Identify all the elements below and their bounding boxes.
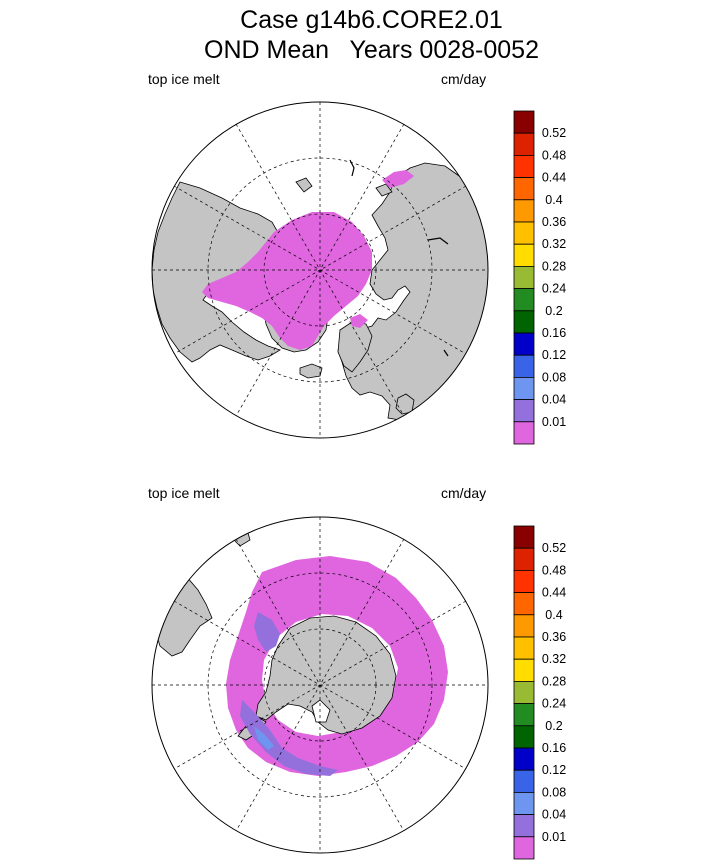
north-labelbar-box-11 [513, 177, 535, 201]
panel1-variable-label: top ice melt [148, 71, 220, 87]
north-labelbar-box-2 [513, 376, 535, 400]
south-ross-shelf [311, 699, 331, 723]
south-labelbar-box-14 [513, 525, 535, 549]
north-labelbar-box-3 [513, 354, 535, 378]
south-labelbar-tick-7: 0.28 [542, 674, 566, 688]
north-map-border [151, 101, 489, 439]
north-land-group [152, 159, 488, 421]
south-labelbar-tick-4: 0.16 [542, 741, 566, 755]
north-labelbar-box-4 [513, 332, 535, 356]
south-labelbar-tick-10: 0.4 [545, 608, 562, 622]
south-labelbar-box-9 [513, 636, 535, 660]
south-labelbar-tick-13: 0.52 [542, 541, 566, 555]
north-labelbar-tick-1: 0.04 [542, 393, 566, 407]
north-island-2 [375, 183, 393, 197]
panel1-units-label: cm/day [441, 71, 487, 87]
north-labelbar-box-1 [513, 399, 535, 423]
panel2-variable-label: top ice melt [148, 485, 220, 501]
north-labelbar-tick-13: 0.52 [542, 126, 566, 140]
north-labelbar-box-13 [513, 132, 535, 156]
north-labelbar-tick-0: 0.01 [542, 415, 566, 429]
south-labelbar-tick-9: 0.36 [542, 630, 566, 644]
south-labelbar-box-1 [513, 814, 535, 838]
south-labelbar-box-8 [513, 658, 535, 682]
south-labelbar: 0.52 0.48 0.44 0.4 0.36 0.32 0.28 0.24 0.2 0.16 0.… [513, 525, 566, 860]
south-labelbar-tick-5: 0.2 [545, 719, 562, 733]
south-labelbar-box-6 [513, 703, 535, 727]
south-labelbar-tick-2: 0.08 [542, 785, 566, 799]
north-labelbar-tick-5: 0.2 [545, 304, 562, 318]
south-melt-patch-08 [254, 726, 274, 750]
south-labelbar-box-3 [513, 769, 535, 793]
south-labelbar-box-5 [513, 725, 535, 749]
north-lake-2 [443, 349, 449, 357]
north-labelbar-tick-3: 0.12 [542, 348, 566, 362]
north-labelbar-box-12 [513, 154, 535, 178]
north-polar-map [151, 101, 489, 439]
north-island-1 [295, 177, 313, 193]
south-labelbar-box-4 [513, 747, 535, 771]
north-labelbar-box-6 [513, 288, 535, 312]
north-labelbar-box-10 [513, 199, 535, 223]
north-labelbar-box-8 [513, 243, 535, 267]
south-labelbar-box-10 [513, 614, 535, 638]
north-labelbar-box-7 [513, 265, 535, 289]
north-labelbar-tick-9: 0.36 [542, 215, 566, 229]
south-labelbar-tick-11: 0.44 [542, 586, 566, 600]
north-labelbar-box-14 [513, 110, 535, 134]
north-labelbar-tick-12: 0.48 [542, 148, 566, 162]
south-labelbar-box-11 [513, 592, 535, 616]
north-lake-1 [427, 237, 449, 245]
north-labelbar-box-0 [513, 421, 535, 445]
south-labelbar-box-12 [513, 570, 535, 594]
chart-title-line-1: Case g14b6.CORE2.01 [240, 6, 503, 34]
north-labelbar-tick-6: 0.24 [542, 282, 566, 296]
south-labelbar-tick-12: 0.48 [542, 563, 566, 577]
south-labelbar-tick-1: 0.04 [542, 808, 566, 822]
panel2-units-label: cm/day [441, 485, 487, 501]
north-labelbar: 0.52 0.48 0.44 0.4 0.36 0.32 0.28 0.24 0.2 0.16 0.… [513, 110, 566, 445]
north-melt-field [202, 170, 414, 350]
north-labelbar-box-5 [513, 310, 535, 334]
north-graticule [152, 102, 488, 438]
north-labelbar-tick-4: 0.16 [542, 326, 566, 340]
south-labelbar-tick-3: 0.12 [542, 763, 566, 777]
south-polar-map [151, 516, 489, 854]
south-labelbar-box-2 [513, 792, 535, 816]
north-labelbar-tick-2: 0.08 [542, 370, 566, 384]
north-labelbar-box-9 [513, 221, 535, 245]
south-labelbar-box-7 [513, 681, 535, 705]
south-labelbar-box-13 [513, 547, 535, 571]
north-land-iceland [299, 363, 323, 379]
south-melt-patch-04-a [254, 612, 280, 652]
south-melt-field [226, 556, 448, 776]
chart-title-line-2: OND Mean Years 0028-0052 [204, 36, 539, 64]
north-labelbar-tick-8: 0.32 [542, 237, 566, 251]
north-labelbar-tick-11: 0.44 [542, 171, 566, 185]
north-labelbar-tick-7: 0.28 [542, 259, 566, 273]
south-graticule [152, 517, 488, 853]
north-labelbar-tick-10: 0.4 [545, 193, 562, 207]
south-labelbar-tick-0: 0.01 [542, 830, 566, 844]
south-map-border [151, 516, 489, 854]
south-labelbar-tick-6: 0.24 [542, 697, 566, 711]
south-labelbar-box-0 [513, 836, 535, 860]
south-labelbar-tick-8: 0.32 [542, 652, 566, 666]
